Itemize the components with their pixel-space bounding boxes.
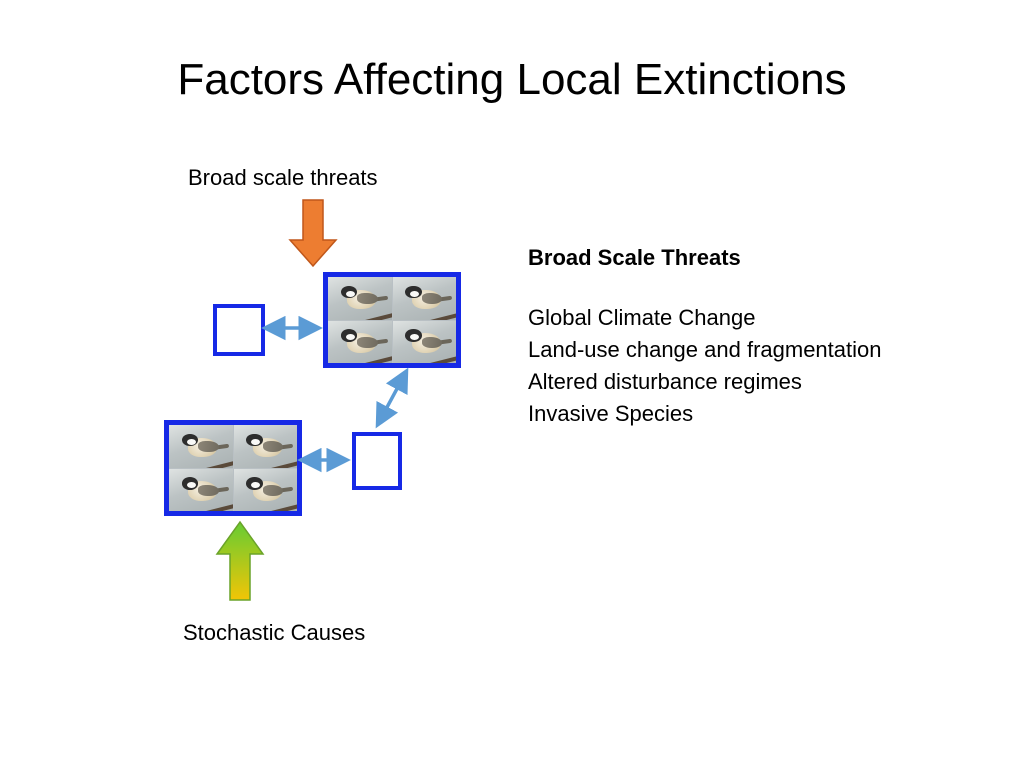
- bird-icon: [393, 321, 457, 364]
- occupied-patch-bottom: [164, 420, 302, 516]
- bird-icon: [328, 321, 392, 364]
- bird-icon: [169, 425, 233, 468]
- label-stochastic: Stochastic Causes: [183, 620, 365, 646]
- broad-threats-arrow-icon: [290, 200, 336, 266]
- textblock-item: Invasive Species: [528, 398, 881, 430]
- bird-icon: [393, 277, 457, 320]
- bird-icon: [328, 277, 392, 320]
- broad-scale-textblock: Broad Scale Threats Global Climate Chang…: [528, 242, 881, 429]
- empty-patch-top: [213, 304, 265, 356]
- slide: Factors Affecting Local Extinctions Broa…: [0, 0, 1024, 768]
- page-title: Factors Affecting Local Extinctions: [0, 55, 1024, 105]
- occupied-patch-top: [323, 272, 461, 368]
- bird-icon: [234, 469, 298, 512]
- textblock-item: Altered disturbance regimes: [528, 366, 881, 398]
- textblock-heading: Broad Scale Threats: [528, 242, 881, 274]
- stochastic-arrow-icon: [217, 522, 263, 600]
- textblock-item: Land-use change and fragmentation: [528, 334, 881, 366]
- empty-patch-bottom: [352, 432, 402, 490]
- label-broad-scale: Broad scale threats: [188, 165, 378, 191]
- connector-arrow: [378, 372, 406, 424]
- textblock-item: Global Climate Change: [528, 302, 881, 334]
- bird-icon: [234, 425, 298, 468]
- bird-icon: [169, 469, 233, 512]
